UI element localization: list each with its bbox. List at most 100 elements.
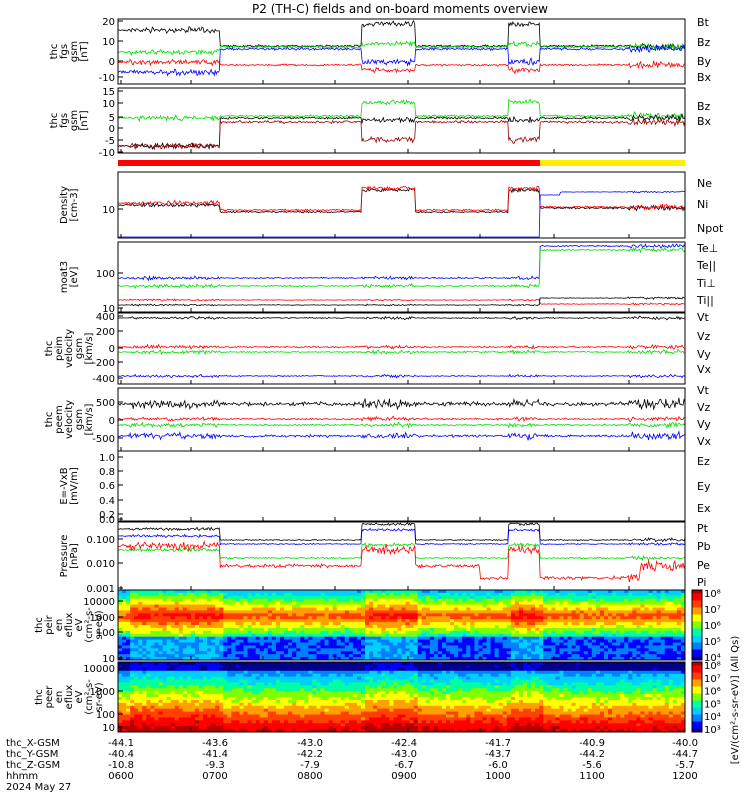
p9-spec-cell [616, 651, 621, 655]
p9-spec-cell [316, 590, 321, 594]
p9-spec-cell [668, 636, 674, 641]
p9-spec-cell [454, 613, 459, 617]
p10-spec-cell [166, 699, 172, 704]
p9-spec-cell [527, 595, 532, 600]
p9-spec-cell [239, 657, 245, 661]
p9-spec-cell [122, 639, 127, 643]
p10-spec-cell [190, 729, 196, 733]
p9-spec-cell [612, 636, 617, 641]
p9-spec-cell [356, 616, 362, 620]
p10-spec-cell [336, 726, 342, 730]
p9-spec-cell [644, 654, 650, 658]
p9-spec-cell [369, 595, 374, 600]
p10-spec-cell [267, 711, 273, 715]
p9-spec-cell [624, 627, 629, 632]
p9-spec-cell [170, 630, 176, 635]
p10-spec-cell [316, 691, 321, 695]
p9-spec-cell [632, 598, 637, 603]
p9-spec-cell [575, 642, 581, 646]
p9-spec-cell [437, 645, 443, 649]
p9-spec-cell [235, 610, 240, 614]
p9-spec-cell [308, 622, 313, 626]
p10-spec-cell [361, 723, 366, 727]
p9-spec-cell [551, 590, 556, 594]
p10-spec-cell [352, 720, 358, 724]
p9-spec-cell [563, 648, 569, 652]
p10-spec-cell [332, 667, 338, 672]
p10-spec-cell [182, 705, 188, 710]
p9-spec-cell [417, 592, 423, 597]
p9-spec-cell [284, 619, 289, 623]
p9-spec-cell [162, 613, 168, 617]
p10-spec-cell [381, 667, 386, 672]
p10-spec-cell [316, 714, 321, 718]
p9-spec-cell [397, 651, 402, 655]
p9-spec-cell [377, 595, 382, 600]
p10-spec-cell [267, 670, 273, 675]
p9-spec-cell [559, 613, 564, 617]
p9-spec-cell [664, 630, 670, 635]
p10-spec-cell [377, 714, 382, 718]
p9-spec-cell [251, 630, 257, 635]
p9-spec-cell [308, 601, 313, 606]
p10-spec-cell [158, 691, 164, 695]
p9-spec-cell [680, 648, 686, 652]
p10-spec-cell [203, 682, 208, 686]
p9-spec-cell [425, 604, 431, 608]
p10-spec-cell [304, 673, 309, 678]
p9-spec-cell [523, 595, 528, 600]
p10-spec-cell [243, 705, 249, 710]
p10-spec-cell [211, 688, 216, 692]
p10-spec-cell [381, 679, 386, 683]
p9-spec-cell [604, 607, 609, 611]
p10-spec-cell [138, 685, 143, 689]
p10-spec-cell [259, 717, 265, 721]
p9-spec-cell [324, 595, 330, 600]
p10-spec-cell [304, 694, 309, 698]
p9-spec-cell [251, 651, 257, 655]
p9-spec-cell [296, 598, 301, 603]
p10-spec-cell [304, 670, 309, 675]
p10-spec-cell [247, 662, 253, 666]
p9-spec-cell [231, 642, 236, 646]
p10-spec-cell [316, 726, 321, 730]
p10-spec-cell [182, 685, 188, 689]
p10-spec-cell [166, 723, 172, 727]
p9-spec-cell [486, 595, 492, 600]
p9-spec-cell [587, 592, 593, 597]
p10-spec-cell [336, 679, 342, 683]
p9-spec-cell [454, 590, 459, 594]
p9-spec-cell [393, 645, 398, 649]
p9-spec-cell [543, 607, 548, 611]
p9-spec-cell [239, 619, 245, 623]
p10-spec-cell [373, 673, 378, 678]
p9-spec-cell [450, 648, 455, 652]
p9-spec-cell [421, 651, 427, 655]
p10-spec-cell [340, 699, 346, 704]
p9-spec-cell [563, 630, 569, 635]
p9-spec-cell [223, 610, 228, 614]
p9-spec-cell [608, 654, 613, 658]
p10-spec-cell [361, 729, 366, 733]
p9-spec-cell [251, 598, 257, 603]
p9-spec-cell [563, 595, 569, 600]
p9-spec-cell [482, 648, 488, 652]
p9-spec-cell [640, 651, 645, 655]
p10-spec-cell [227, 697, 232, 701]
p9-spec-cell [166, 598, 172, 603]
p10-spec-cell [239, 670, 245, 675]
p9-spec-cell [523, 622, 528, 626]
p9-spec-cell [324, 633, 330, 638]
p9-spec-cell [486, 627, 492, 632]
p10-spec-cell [324, 702, 330, 707]
p9-spec-cell [373, 610, 378, 614]
p9-spec-cell [271, 625, 277, 629]
p9-spec-cell [676, 657, 682, 661]
p9-spec-cell [656, 654, 662, 658]
p9-spec-cell [555, 622, 560, 626]
p9-spec-cell [454, 601, 459, 606]
p9-spec-cell [199, 633, 204, 638]
p9-spec-cell [122, 610, 127, 614]
p10-spec-cell [247, 688, 253, 692]
p10-spec-cell [324, 717, 330, 721]
